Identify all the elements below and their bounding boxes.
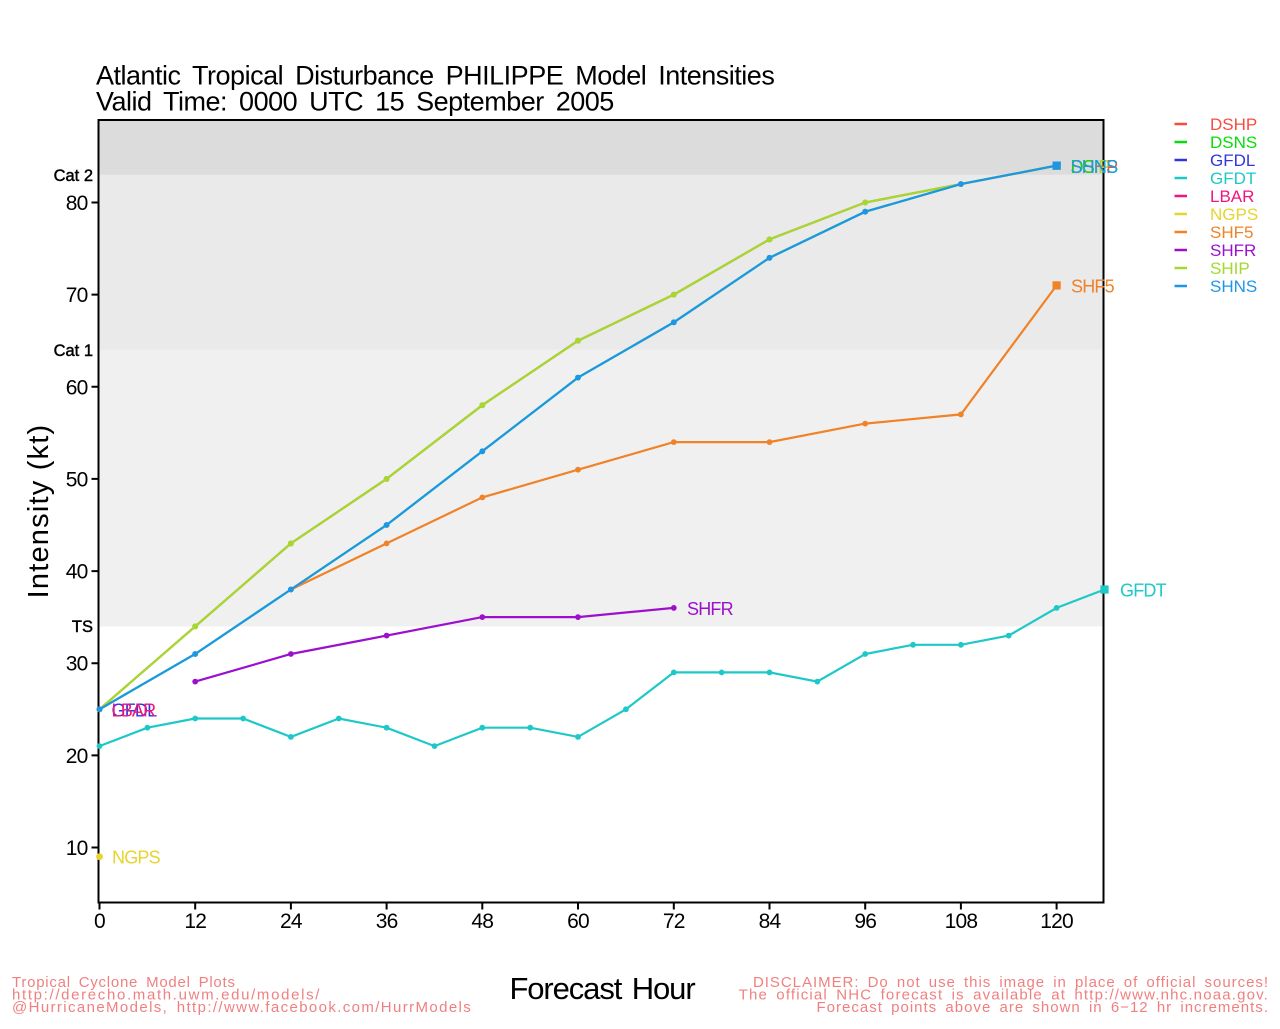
svg-text:Forecast points above are show: Forecast points above are shown in 6−12 … <box>817 999 1270 1016</box>
svg-text:GFDL: GFDL <box>1210 151 1255 170</box>
svg-text:LBAR: LBAR <box>1210 187 1254 206</box>
svg-text:0: 0 <box>94 910 105 933</box>
svg-text:The official NHC forecast is a: The official NHC forecast is available a… <box>739 987 1269 1004</box>
svg-text:DSNS: DSNS <box>1210 133 1257 152</box>
svg-text:GFDT: GFDT <box>1120 581 1167 601</box>
svg-text:60: 60 <box>66 376 88 399</box>
svg-text:http://derecho.math.uwm.edu/mo: http://derecho.math.uwm.edu/models/ <box>12 987 321 1004</box>
svg-text:Forecast Hour: Forecast Hour <box>509 971 695 1006</box>
svg-text:36: 36 <box>376 910 398 933</box>
svg-text:Atlantic Tropical Disturbance: Atlantic Tropical Disturbance PHILIPPE M… <box>96 61 774 91</box>
svg-text:DSHP: DSHP <box>1210 115 1257 134</box>
svg-text:30: 30 <box>66 653 88 676</box>
svg-text:12: 12 <box>184 910 206 933</box>
svg-text:70: 70 <box>66 284 88 307</box>
svg-text:96: 96 <box>854 910 876 933</box>
svg-text:48: 48 <box>471 910 493 933</box>
svg-text:DSHP: DSHP <box>1071 157 1119 177</box>
svg-text:GFDL: GFDL <box>112 701 158 721</box>
svg-text:40: 40 <box>66 561 88 584</box>
svg-text:Cat 1: Cat 1 <box>54 342 93 360</box>
svg-text:20: 20 <box>66 745 88 768</box>
svg-text:LBAR: LBAR <box>112 701 157 721</box>
svg-text:SHF5: SHF5 <box>1071 277 1115 297</box>
svg-text:Valid Time: 0000 UTC 15 Septem: Valid Time: 0000 UTC 15 September 2005 <box>96 87 614 117</box>
svg-text:Tropical Cyclone Model Plots: Tropical Cyclone Model Plots <box>12 974 236 991</box>
svg-text:Intensity (kt): Intensity (kt) <box>23 424 55 599</box>
svg-text:72: 72 <box>663 910 685 933</box>
svg-text:10: 10 <box>66 837 88 860</box>
svg-text:SHFR: SHFR <box>687 599 734 619</box>
svg-text:DSNS: DSNS <box>1071 157 1119 177</box>
svg-text:120: 120 <box>1040 910 1073 933</box>
svg-text:50: 50 <box>66 468 88 491</box>
svg-text:108: 108 <box>945 910 978 933</box>
svg-text:@HurricaneModels, http://www.f: @HurricaneModels, http://www.facebook.co… <box>12 999 472 1016</box>
svg-text:SHIP: SHIP <box>1210 259 1250 278</box>
svg-text:GFDT: GFDT <box>1210 169 1256 188</box>
svg-text:NGPS: NGPS <box>1210 205 1258 224</box>
svg-text:24: 24 <box>280 910 303 933</box>
svg-text:SHNS: SHNS <box>1071 157 1119 177</box>
svg-text:DISCLAIMER: Do not use this im: DISCLAIMER: Do not use this image in pla… <box>753 974 1269 991</box>
svg-text:SHFR: SHFR <box>1210 241 1256 260</box>
svg-text:SHIP: SHIP <box>1071 157 1111 177</box>
svg-text:80: 80 <box>66 192 88 215</box>
svg-text:SHF5: SHF5 <box>1210 223 1253 242</box>
svg-text:84: 84 <box>759 910 782 933</box>
svg-text:60: 60 <box>567 910 589 933</box>
svg-text:TS: TS <box>72 618 93 636</box>
svg-text:NGPS: NGPS <box>112 848 161 868</box>
svg-text:SHNS: SHNS <box>1210 277 1257 296</box>
svg-text:Cat 2: Cat 2 <box>54 167 93 185</box>
